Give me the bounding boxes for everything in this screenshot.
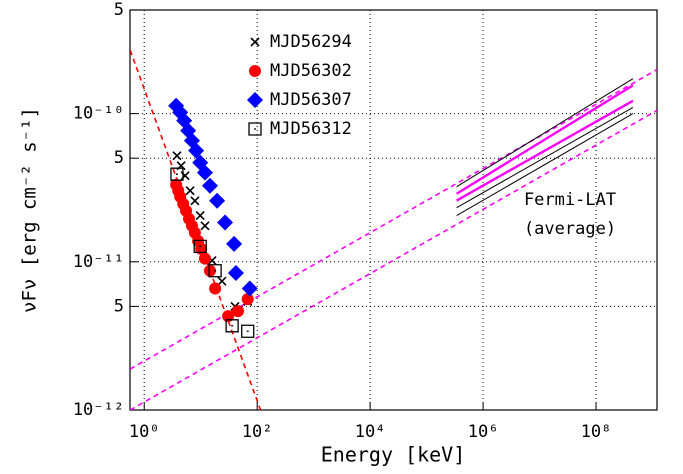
model-line	[456, 99, 634, 202]
marker	[231, 305, 244, 318]
model-line	[456, 107, 634, 209]
marker	[185, 186, 195, 196]
y-axis-label: νFν [erg cm⁻² s⁻¹]	[19, 107, 41, 313]
y-tick-label: 10⁻¹⁰	[73, 104, 124, 124]
marker	[196, 164, 213, 181]
marker	[209, 192, 226, 209]
marker	[209, 282, 222, 295]
plot-frame	[129, 9, 658, 411]
marker	[190, 196, 200, 206]
legend-label: MJD56302	[270, 61, 352, 81]
marker	[201, 177, 218, 194]
x-tick-label: 10²	[242, 422, 273, 442]
model-line	[456, 78, 634, 188]
legend-marker	[248, 122, 262, 136]
x-tick-label: 10⁰	[129, 422, 160, 442]
marker	[172, 151, 182, 161]
marker	[193, 239, 207, 254]
model-line	[456, 84, 634, 195]
marker	[222, 310, 235, 323]
x-axis-label: Energy [keV]	[321, 443, 466, 467]
marker	[203, 264, 216, 277]
model-line	[130, 68, 657, 370]
x-tick-label: 10⁸	[581, 422, 612, 442]
marker	[227, 265, 244, 282]
model-line	[456, 113, 634, 217]
marker	[241, 293, 254, 306]
marker	[195, 211, 205, 221]
legend-marker	[247, 92, 263, 108]
model-line	[130, 109, 657, 410]
legend-marker	[249, 65, 261, 77]
legend-marker	[250, 37, 260, 47]
marker	[208, 264, 222, 278]
y-tick-label: 5	[114, 0, 124, 20]
y-tick-label: 5	[114, 296, 124, 316]
marker	[226, 235, 243, 252]
legend-label: MJD56307	[270, 90, 352, 110]
y-tick-label: 10⁻¹¹	[73, 252, 124, 272]
marker	[198, 252, 211, 265]
marker	[217, 214, 234, 231]
annotation: (average)	[524, 219, 616, 239]
marker	[241, 280, 258, 297]
y-tick-label: 5	[114, 148, 124, 168]
x-tick-label: 10⁶	[468, 422, 499, 442]
marker	[241, 324, 255, 338]
marker	[217, 276, 227, 286]
x-tick-label: 10⁴	[355, 422, 386, 442]
marker	[200, 221, 210, 231]
legend-label: MJD56312	[270, 119, 352, 139]
marker	[225, 319, 239, 333]
y-tick-label: 10⁻¹²	[73, 400, 124, 420]
marker	[170, 167, 184, 181]
annotation: Fermi-LAT	[524, 190, 616, 210]
legend-label: MJD56294	[270, 32, 352, 52]
